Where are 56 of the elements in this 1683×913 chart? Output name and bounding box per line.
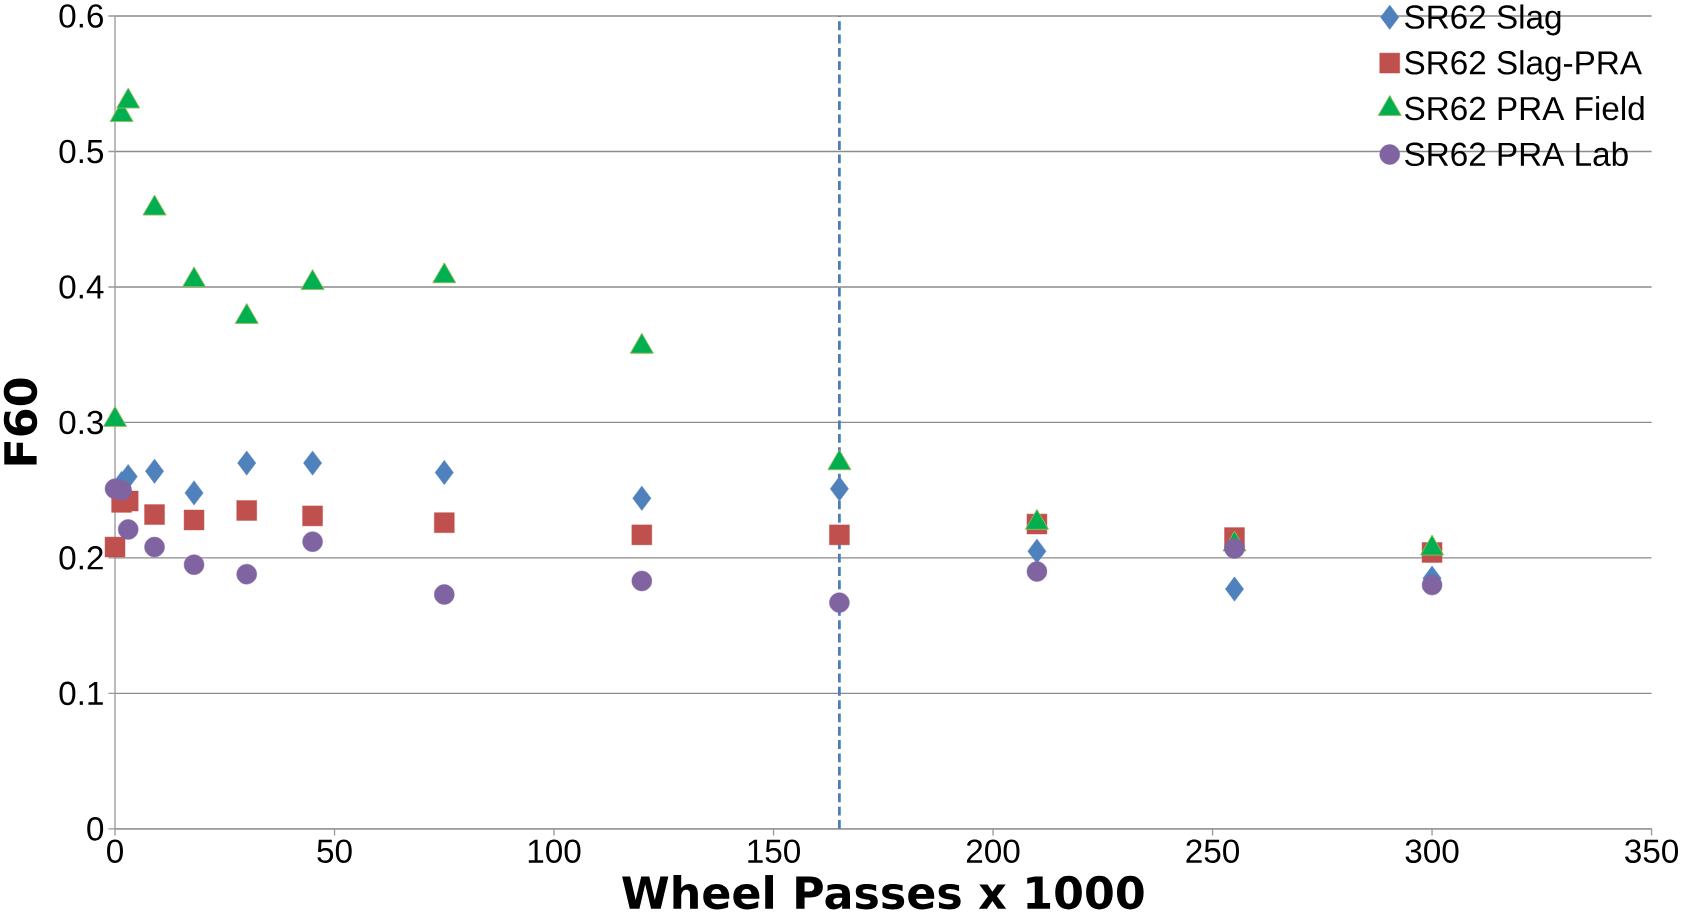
legend-label: SR62 Slag — [1405, 4, 1561, 36]
point — [1225, 576, 1244, 602]
point — [144, 536, 165, 558]
y-tick-label: 0.5 — [59, 139, 104, 164]
x-tick-label: 250 — [1186, 839, 1239, 863]
point — [236, 563, 257, 585]
x-tick-label: 0 — [107, 839, 123, 863]
point — [631, 570, 653, 592]
point — [829, 524, 850, 546]
x-tick-label: 350 — [1625, 839, 1679, 863]
y-tick-label: 0.3 — [59, 410, 103, 435]
point — [1224, 538, 1245, 559]
point — [302, 531, 323, 552]
y-tick-label: 0 — [87, 817, 104, 841]
x-tick-label: 100 — [528, 839, 581, 863]
x-tick-label: 50 — [317, 839, 352, 863]
point — [632, 485, 652, 511]
y-tick-label: 0.1 — [59, 681, 103, 706]
point — [104, 536, 126, 558]
y-tick-label: 0.6 — [59, 4, 103, 28]
y-tick-label: 0.4 — [59, 275, 104, 299]
point — [145, 458, 164, 484]
x-tick-label: 300 — [1405, 839, 1459, 863]
point — [829, 592, 850, 613]
point — [434, 460, 454, 485]
point — [1027, 538, 1047, 564]
point — [116, 87, 141, 109]
point — [432, 262, 457, 284]
point — [300, 269, 325, 290]
y-axis-title: F60 — [3, 378, 38, 465]
legend-label: SR62 PRA Field — [1405, 95, 1644, 121]
point — [434, 584, 455, 605]
point — [182, 266, 207, 288]
point — [184, 480, 204, 506]
point — [830, 476, 849, 502]
point — [142, 194, 167, 216]
point — [303, 450, 322, 476]
legend-label: SR62 Slag-PRA — [1405, 50, 1642, 82]
legend-label: SR62 PRA Lab — [1405, 141, 1628, 167]
x-axis-title: Wheel Passes x 1000 — [622, 875, 1144, 910]
x-tick-label: 200 — [966, 839, 1020, 863]
point — [183, 509, 205, 531]
point — [631, 524, 653, 546]
point — [434, 512, 455, 533]
point — [237, 450, 257, 476]
point — [1026, 561, 1048, 582]
x-tick-label: 150 — [748, 839, 800, 863]
y-tick-label: 0.2 — [59, 546, 103, 570]
point — [117, 519, 139, 540]
point — [302, 505, 323, 527]
point — [183, 554, 205, 575]
point — [629, 332, 654, 354]
point — [144, 504, 165, 525]
point — [236, 500, 257, 521]
point — [234, 302, 259, 324]
point — [1421, 574, 1443, 596]
